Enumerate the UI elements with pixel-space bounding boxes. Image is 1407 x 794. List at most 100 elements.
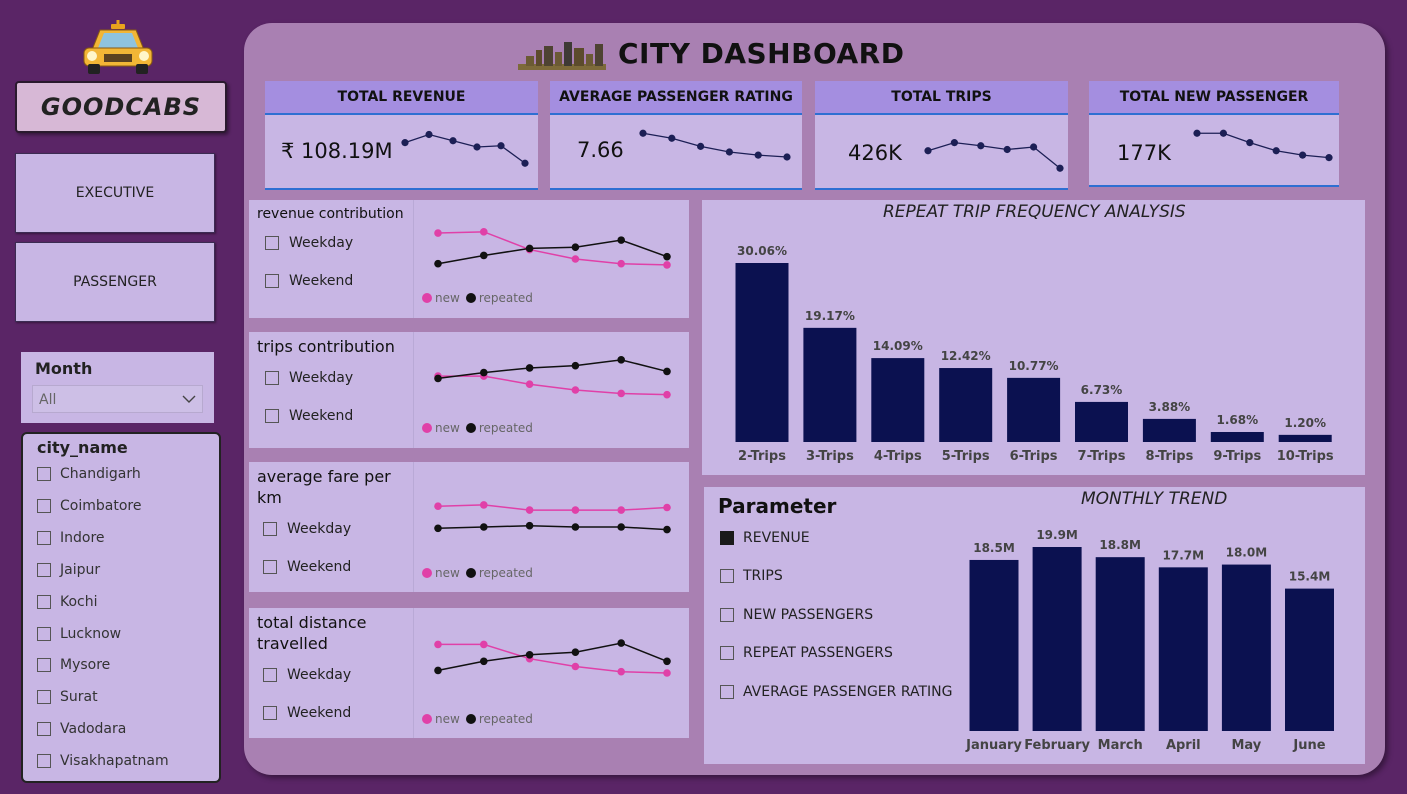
kpi-value: 177K: [1117, 141, 1171, 165]
bar: [803, 327, 857, 442]
contribution-chart: new repeated: [413, 608, 689, 738]
repeated-point: [434, 666, 442, 675]
sparkline-point: [1299, 151, 1307, 159]
city-option-label: Jaipur: [60, 561, 101, 578]
city-option[interactable]: Surat: [37, 687, 98, 707]
weekend-checkbox[interactable]: Weekend: [263, 559, 351, 575]
sparkline-point: [697, 142, 705, 150]
repeated-point: [434, 524, 442, 533]
sparkline-point: [1030, 143, 1038, 151]
weekday-checkbox[interactable]: Weekday: [263, 667, 351, 683]
category-label: 7-Trips: [1078, 449, 1126, 464]
chart-title: REPEAT TRIP FREQUENCY ANALYSIS: [883, 202, 1186, 222]
category-label: January: [965, 738, 1022, 753]
nav-passenger-button[interactable]: PASSENGER: [15, 242, 215, 322]
checkbox[interactable]: [720, 569, 734, 584]
category-label: March: [1098, 738, 1143, 753]
skyline-icon: [518, 42, 606, 70]
new-point: [571, 662, 580, 671]
parameter-label: REVENUE: [743, 530, 810, 546]
trips-contribution-panel: trips contribution Weekday Weekend new re…: [249, 332, 689, 448]
checkbox[interactable]: [720, 646, 734, 661]
city-option[interactable]: Visakhapatnam: [37, 751, 169, 771]
panel-title: trips contribution: [257, 337, 395, 356]
sparkline-point: [1193, 129, 1201, 137]
sparkline-point: [521, 159, 529, 167]
kpi-title: AVERAGE PASSENGER RATING: [550, 81, 802, 115]
kpi-card-avg-passenger-rating: AVERAGE PASSENGER RATING 7.66: [550, 81, 802, 190]
new-point: [663, 390, 671, 399]
nav-executive-button[interactable]: EXECUTIVE: [15, 153, 215, 233]
repeated-point: [480, 368, 488, 377]
sparkline-point: [473, 143, 481, 151]
month-dropdown[interactable]: All: [32, 385, 203, 413]
parameter-option[interactable]: TRIPS: [720, 568, 783, 584]
sparkline-point: [754, 151, 762, 159]
parameter-option[interactable]: REPEAT PASSENGERS: [720, 645, 893, 661]
checkbox[interactable]: [37, 530, 51, 545]
parameter-option[interactable]: REVENUE: [720, 530, 810, 546]
checkbox[interactable]: [37, 690, 51, 705]
repeated-point: [480, 251, 488, 260]
category-label: May: [1232, 738, 1262, 753]
city-option[interactable]: Mysore: [37, 655, 110, 675]
data-label: 17.7M: [1163, 548, 1205, 562]
repeated-point: [571, 648, 580, 656]
bar: [1285, 588, 1334, 731]
revenue-contribution-panel: revenue contribution Weekday Weekend new…: [249, 200, 689, 318]
weekday-checkbox[interactable]: Weekday: [263, 521, 351, 537]
city-option-label: Visakhapatnam: [60, 753, 169, 770]
bar: [1075, 401, 1128, 442]
checkbox[interactable]: [37, 658, 51, 673]
bar: [1142, 418, 1196, 442]
data-label: 6.73%: [1081, 383, 1123, 397]
repeated-point: [525, 364, 534, 372]
data-label: 18.8M: [1099, 538, 1141, 552]
repeated-point: [571, 243, 580, 251]
sparkline-point: [950, 139, 958, 147]
parameter-label: REPEAT PASSENGERS: [743, 645, 893, 662]
city-option[interactable]: Jaipur: [37, 560, 100, 580]
city-option-label: Surat: [60, 689, 98, 706]
checkbox[interactable]: [37, 594, 51, 609]
sparkline-point: [924, 147, 932, 155]
month-slicer-title: Month: [35, 359, 93, 378]
weekend-checkbox[interactable]: Weekend: [265, 408, 353, 424]
weekend-checkbox[interactable]: Weekend: [263, 705, 351, 721]
category-label: 2-Trips: [738, 449, 786, 464]
new-point: [434, 229, 442, 237]
checkbox[interactable]: [720, 607, 734, 622]
parameter-option[interactable]: NEW PASSENGERS: [720, 607, 873, 623]
kpi-value: ₹ 108.19M: [281, 139, 393, 163]
city-option[interactable]: Chandigarh: [37, 464, 141, 484]
city-option[interactable]: Kochi: [37, 592, 98, 612]
parameter-option[interactable]: AVERAGE PASSENGER RATING: [720, 684, 952, 700]
repeated-point: [525, 244, 534, 253]
kpi-card-total-trips: TOTAL TRIPS 426K: [815, 81, 1068, 190]
city-option[interactable]: Lucknow: [37, 624, 121, 644]
weekend-checkbox[interactable]: Weekend: [265, 273, 353, 289]
city-option[interactable]: Vadodara: [37, 719, 126, 739]
sparkline-point: [401, 139, 409, 147]
sparkline-point: [1056, 164, 1064, 172]
city-option[interactable]: Coimbatore: [37, 496, 141, 516]
bar: [1007, 377, 1061, 442]
city-option-label: Vadodara: [60, 721, 127, 738]
city-option[interactable]: Indore: [37, 528, 105, 548]
new-point: [480, 501, 488, 509]
checkbox[interactable]: [720, 531, 734, 545]
checkbox[interactable]: [37, 562, 51, 577]
page-title: CITY DASHBOARD: [618, 37, 905, 70]
checkbox[interactable]: [37, 498, 51, 513]
checkbox[interactable]: [37, 626, 51, 641]
new-point: [617, 259, 625, 268]
weekday-checkbox[interactable]: Weekday: [265, 370, 353, 386]
checkbox[interactable]: [37, 754, 51, 769]
weekday-checkbox[interactable]: Weekday: [265, 235, 353, 251]
checkbox[interactable]: [720, 684, 734, 699]
panel-title: revenue contribution: [257, 206, 404, 222]
month-slicer: Month All: [21, 352, 214, 423]
checkbox[interactable]: [37, 722, 51, 737]
checkbox[interactable]: [37, 467, 51, 481]
data-label: 18.5M: [973, 541, 1015, 555]
